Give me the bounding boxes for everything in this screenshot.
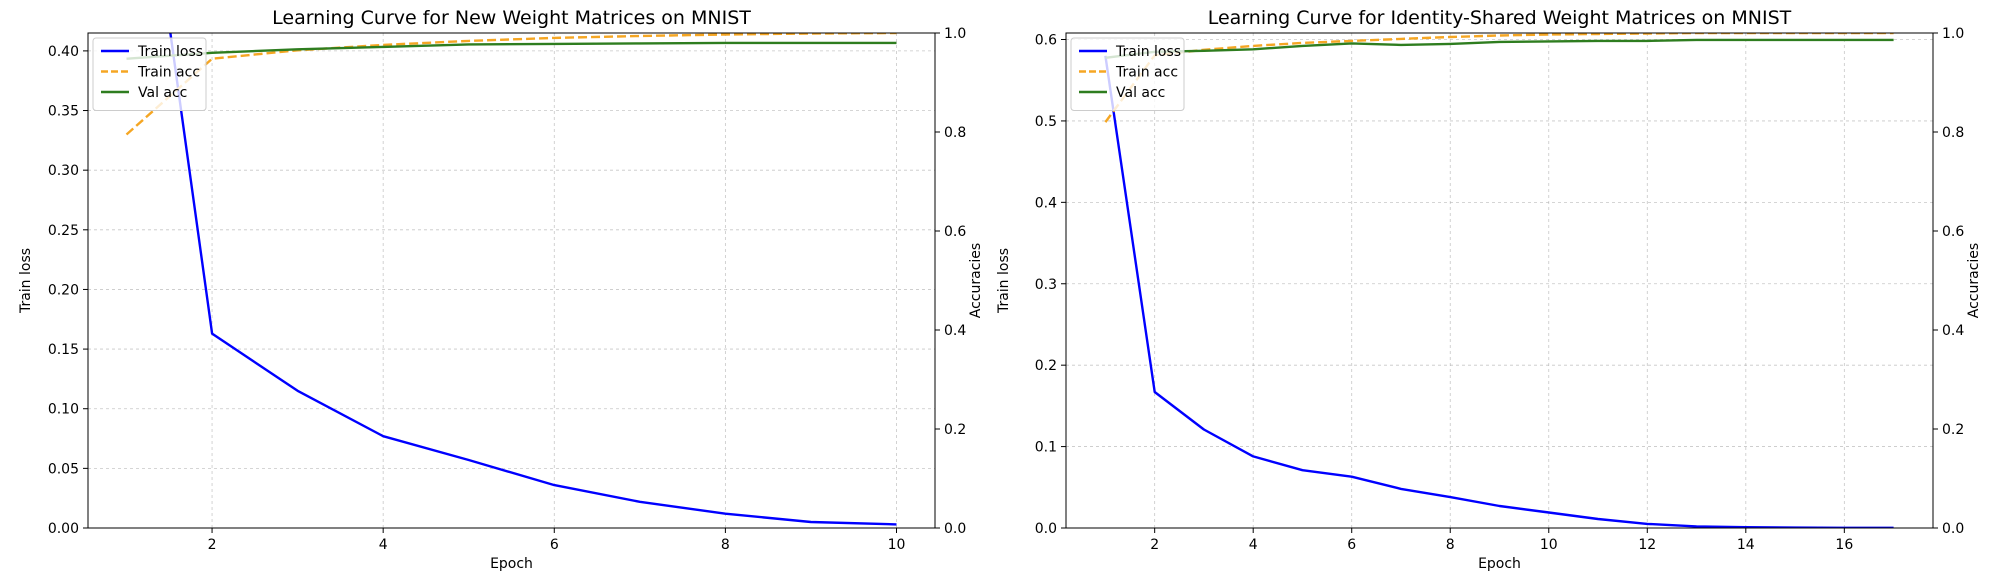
- y-tick-label: 0.3: [1035, 277, 1057, 293]
- x-tick-label: 10: [1540, 537, 1558, 553]
- x-tick-label: 12: [1638, 537, 1656, 553]
- y-tick-label: 0.25: [48, 223, 79, 239]
- x-axis-label: Epoch: [490, 556, 533, 572]
- legend-label: Val acc: [1116, 85, 1165, 101]
- y2-axis-label: Accuracies: [1966, 243, 1982, 318]
- y2-tick-label: 0.8: [944, 125, 966, 141]
- y2-axis-label: Accuracies: [968, 243, 984, 318]
- chart-identity-shared-weight-matrices: Learning Curve for Identity-Shared Weigh…: [996, 7, 1982, 572]
- grid: [1066, 33, 1933, 529]
- legend-label: Val acc: [138, 85, 187, 101]
- y-tick-label: 0.30: [48, 163, 79, 179]
- y2-tick-label: 0.0: [1942, 521, 1964, 537]
- y2-tick-label: 0.6: [1942, 224, 1964, 240]
- y2-tick-label: 0.2: [1942, 422, 1964, 438]
- y2-tick-label: 0.6: [944, 224, 966, 240]
- series-lines: [125, 33, 897, 526]
- x-tick-label: 10: [888, 537, 906, 553]
- chart-title: Learning Curve for Identity-Shared Weigh…: [1208, 7, 1792, 29]
- series-line-train-loss: [1104, 55, 1894, 528]
- x-tick-label: 4: [379, 537, 388, 553]
- y-tick-label: 0.35: [48, 104, 79, 120]
- y2-tick-label: 0.2: [944, 422, 966, 438]
- series-line-val-acc: [1105, 38, 1894, 59]
- y-tick-label: 0.40: [48, 44, 79, 60]
- x-tick-label: 8: [721, 537, 730, 553]
- legend-label: Train acc: [137, 65, 200, 81]
- x-tick-label: 8: [1446, 537, 1455, 553]
- x-axis-label: Epoch: [1478, 556, 1521, 572]
- y-axis-label: Train loss: [18, 248, 34, 314]
- x-tick-label: 6: [550, 537, 559, 553]
- y2-tick-label: 0.8: [1942, 125, 1964, 141]
- series-lines: [1104, 33, 1894, 528]
- y-tick-label: 0.20: [48, 282, 79, 298]
- series-line-train-acc: [1104, 33, 1894, 123]
- x-tick-label: 14: [1737, 537, 1755, 553]
- y2-tick-label: 1.0: [944, 26, 966, 42]
- grid: [88, 33, 935, 529]
- x-tick-label: 4: [1249, 537, 1258, 553]
- plot-frame: [87, 32, 936, 529]
- y-tick-label: 0.00: [48, 521, 79, 537]
- y2-tick-label: 0.0: [944, 521, 966, 537]
- y-tick-label: 0.4: [1035, 195, 1057, 211]
- y-axis-label: Train loss: [996, 248, 1012, 314]
- chart-title: Learning Curve for New Weight Matrices o…: [272, 7, 751, 29]
- y2-tick-label: 1.0: [1942, 26, 1964, 42]
- y-tick-label: 0.10: [48, 402, 79, 418]
- plot-frame: [1065, 32, 1934, 529]
- x-tick-label: 2: [208, 537, 217, 553]
- y2-tick-label: 0.4: [944, 323, 966, 339]
- y-tick-label: 0.6: [1035, 33, 1057, 49]
- y-tick-label: 0.05: [48, 461, 79, 477]
- x-tick-label: 16: [1835, 537, 1853, 553]
- series-line-val-acc: [126, 41, 897, 60]
- y-tick-label: 0.0: [1035, 521, 1057, 537]
- y2-tick-label: 0.4: [1942, 323, 1964, 339]
- chart-new-weight-matrices: Learning Curve for New Weight Matrices o…: [18, 7, 984, 572]
- legend: Train loss Train acc Val acc: [1070, 37, 1185, 111]
- y-tick-label: 0.1: [1035, 440, 1057, 456]
- x-tick-label: 6: [1347, 537, 1356, 553]
- legend-label: Train loss: [137, 44, 203, 60]
- y-tick-label: 0.2: [1035, 358, 1057, 374]
- legend-label: Train acc: [1115, 65, 1178, 81]
- y-tick-label: 0.15: [48, 342, 79, 358]
- legend: Train loss Train acc Val acc: [92, 37, 207, 111]
- legend-label: Train loss: [1115, 44, 1181, 60]
- y-tick-label: 0.5: [1035, 114, 1057, 130]
- series-line-train-acc: [125, 33, 897, 136]
- series-line-train-loss: [169, 33, 897, 526]
- x-tick-label: 2: [1150, 537, 1159, 553]
